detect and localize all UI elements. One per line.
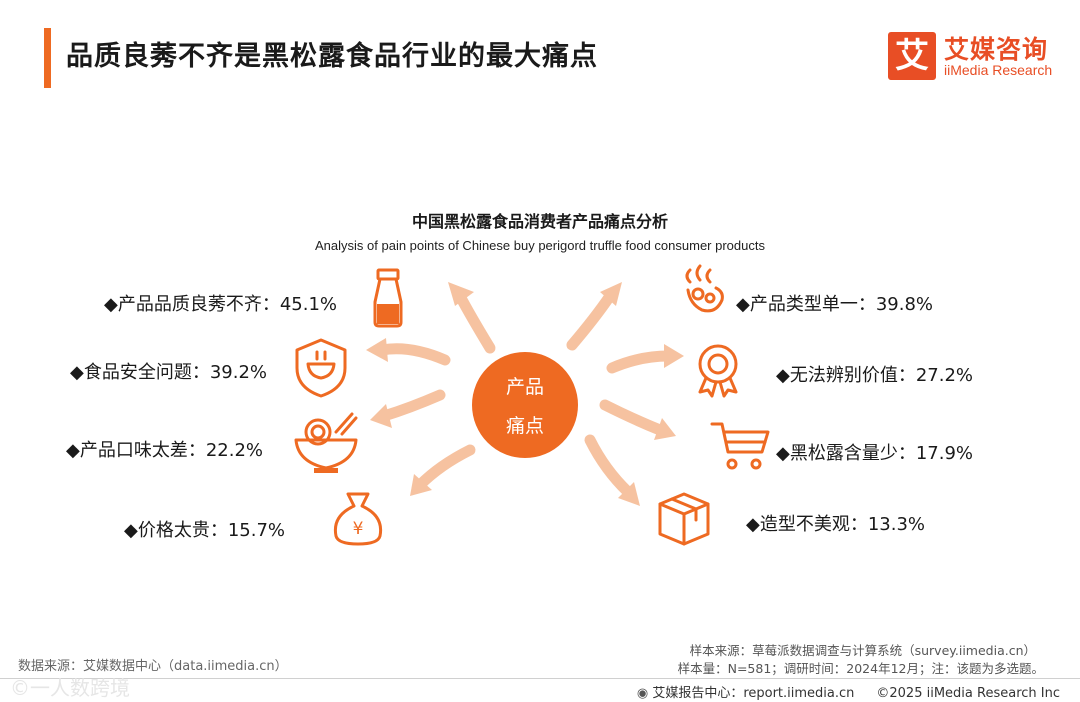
shopping-cart-icon	[710, 422, 770, 470]
arrowhead-right-4	[618, 482, 640, 506]
logo-mark: 艾	[888, 32, 936, 80]
center-label-line2: 痛点	[506, 415, 544, 437]
arrowhead-left-1	[448, 282, 474, 306]
footer-divider	[0, 678, 1080, 679]
svg-text:¥: ¥	[353, 519, 364, 539]
title-accent-bar	[44, 28, 51, 88]
report-center-link[interactable]: 艾媒报告中心：report.iimedia.cn	[652, 686, 855, 701]
arrow-right-1	[566, 290, 616, 351]
arrow-left-4	[414, 444, 476, 491]
arrowhead-left-2	[366, 338, 388, 362]
sample-size-note: 样本量：N=581；调研时间：2024年12月；注：该题为多选题。	[677, 661, 1044, 676]
arrowhead-right-1	[600, 282, 622, 306]
arrow-right-3	[599, 399, 666, 436]
watermark: ©一人数跨境	[10, 676, 130, 700]
page-title: 品质良莠不齐是黑松露食品行业的最大痛点	[66, 41, 598, 72]
pain-point-label-quality: ◆产品品质良莠不齐：45.1%	[104, 294, 338, 315]
arrowhead-right-3	[654, 418, 676, 440]
center-label-line1: 产品	[506, 376, 544, 398]
pain-point-label-value: ◆无法辨别价值：27.2%	[776, 365, 974, 386]
pain-point-label-food-safety: ◆食品安全问题：39.2%	[70, 362, 268, 383]
arrowhead-left-3	[370, 404, 392, 428]
pain-point-label-variety: ◆产品类型单一：39.8%	[736, 294, 934, 315]
copyright: ©2025 iiMedia Research Inc	[876, 686, 1060, 701]
package-box-icon	[658, 492, 710, 546]
pain-point-label-truffle-content: ◆黑松露含量少：17.9%	[776, 443, 974, 464]
chart-subtitle: Analysis of pain points of Chinese buy p…	[315, 238, 765, 253]
arrow-right-2	[606, 350, 674, 374]
noodle-bowl-icon	[294, 412, 358, 473]
data-source: 数据来源：艾媒数据中心（data.iimedia.cn）	[18, 659, 288, 674]
shield-bowl-icon	[295, 338, 347, 398]
footer-bottom: ◉ 艾媒报告中心：report.iimedia.cn ©2025 iiMedia …	[637, 682, 1060, 701]
arrowhead-right-2	[664, 344, 684, 368]
chart-title: 中国黑松露食品消费者产品痛点分析	[411, 212, 668, 231]
pain-point-label-appearance: ◆造型不美观：13.3%	[746, 514, 926, 535]
arrow-right-4	[584, 434, 634, 498]
arrow-left-2	[376, 343, 451, 366]
pain-point-label-taste: ◆产品口味太差：22.2%	[66, 440, 264, 461]
award-badge-icon	[698, 344, 738, 398]
sample-source: 样本来源：草莓派数据调查与计算系统（survey.iimedia.cn）	[689, 643, 1036, 658]
pain-point-label-price: ◆价格太贵：15.7%	[124, 520, 286, 541]
center-circle	[472, 352, 578, 458]
logo-name-cn: 艾媒咨询	[944, 35, 1049, 64]
iimedia-logo: 艾 艾媒咨询 iiMedia Research	[888, 32, 1058, 82]
arrow-left-1	[454, 290, 496, 354]
steaming-food-icon	[685, 264, 724, 313]
arrow-heads	[366, 282, 684, 506]
logo-name-en: iiMedia Research	[944, 62, 1053, 78]
arrowhead-left-4	[410, 474, 432, 496]
report-center-icon: ◉	[636, 686, 653, 701]
money-bag-icon: ¥	[333, 492, 383, 546]
bottle-icon	[373, 268, 403, 328]
arrow-left-3	[378, 389, 446, 422]
